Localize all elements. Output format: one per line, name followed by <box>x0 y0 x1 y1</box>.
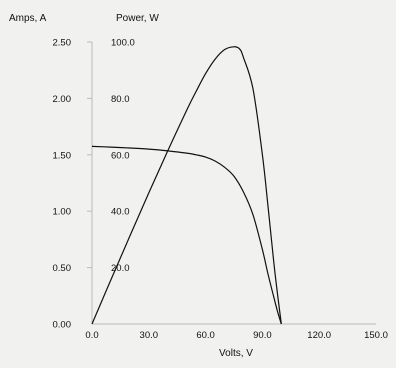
x-tick-label: 30.0 <box>140 330 159 341</box>
x-tick-label: 0.0 <box>85 330 98 341</box>
axes <box>87 41 376 325</box>
power-tick-label: 100.0 <box>111 38 135 49</box>
power-tick-label: 80.0 <box>111 94 130 105</box>
x-axis-label: Volts, V <box>219 348 253 359</box>
amps-tick-label: 0.00 <box>53 320 72 331</box>
amps-tick-label: 1.00 <box>53 207 72 218</box>
x-tick-label: 150.0 <box>364 330 388 341</box>
x-tick-labels: 0.0 30.0 60.0 90.0 120.0 150.0 <box>85 330 388 341</box>
power-tick-labels: 20.0 40.0 60.0 80.0 100.0 <box>111 38 135 275</box>
amps-tick-label: 1.50 <box>53 150 72 161</box>
amps-tick-label: 0.50 <box>53 263 72 274</box>
right-axis-label: Power, W <box>116 13 159 24</box>
amps-tick-label: 2.00 <box>53 94 72 105</box>
series-layer <box>91 46 282 325</box>
power-tick-label: 60.0 <box>111 150 130 161</box>
current-curve-line <box>91 145 282 325</box>
left-axis-label: Amps, A <box>9 13 47 24</box>
x-tick-label: 60.0 <box>196 330 215 341</box>
power-tick-label: 40.0 <box>111 207 130 218</box>
x-tick-label: 90.0 <box>253 330 272 341</box>
x-tick-label: 120.0 <box>307 330 331 341</box>
power-curve-line <box>91 46 282 325</box>
amps-tick-labels: 0.00 0.50 1.00 1.50 2.00 2.50 <box>53 38 72 331</box>
amps-tick-label: 2.50 <box>53 38 72 49</box>
power-tick-label: 20.0 <box>111 263 130 274</box>
